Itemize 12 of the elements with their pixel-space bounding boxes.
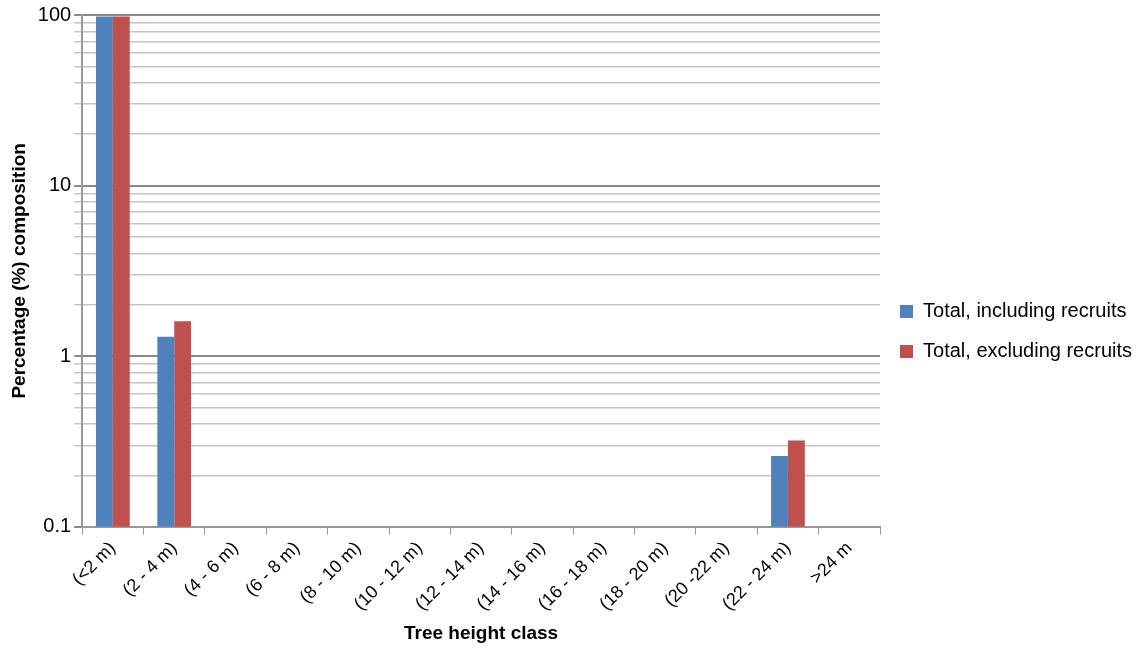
legend-label: Total, excluding recruits (923, 339, 1132, 362)
y-axis-title: Percentage (%) composition (7, 143, 29, 399)
y-tick-label: 10 (48, 173, 72, 196)
y-tick-label: 1 (60, 343, 72, 366)
legend-label: Total, including recruits (923, 299, 1127, 322)
x-tick-label: (<2 m) (67, 537, 120, 589)
x-tick-label: >24 m (805, 537, 856, 588)
x-axis-title: Tree height class (404, 621, 559, 643)
y-tick-label: 100 (37, 2, 72, 25)
y-tick-label: 0.1 (43, 514, 72, 537)
x-tick-label: (4 - 6 m) (179, 537, 242, 600)
x-tick-label: (2 - 4 m) (118, 537, 181, 600)
